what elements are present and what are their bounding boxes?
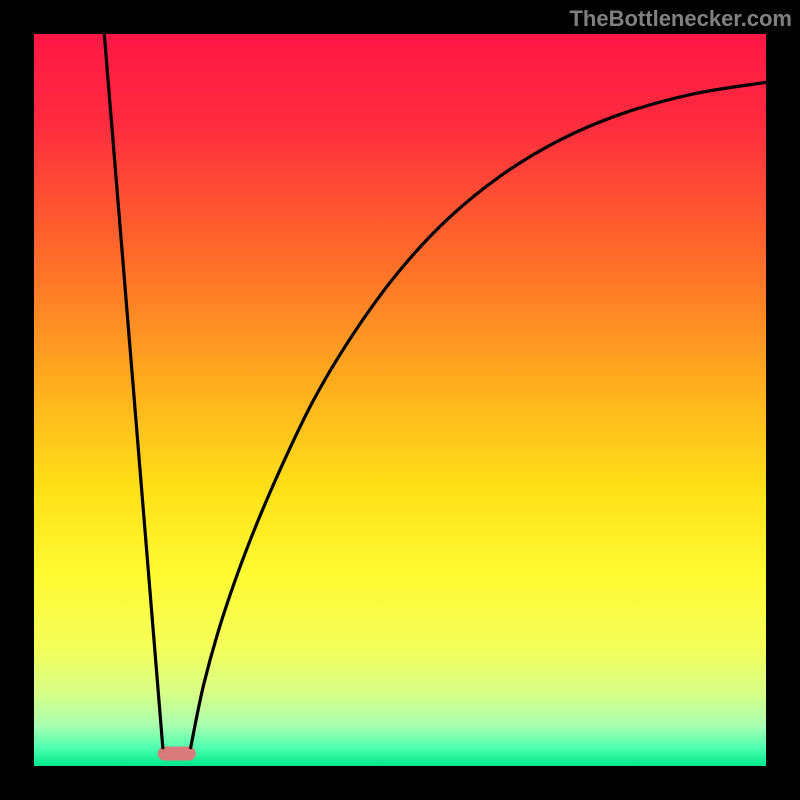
bottleneck-chart: [0, 0, 800, 800]
plot-background: [34, 34, 766, 766]
chart-container: TheBottlenecker.com: [0, 0, 800, 800]
watermark-text: TheBottlenecker.com: [569, 6, 792, 32]
